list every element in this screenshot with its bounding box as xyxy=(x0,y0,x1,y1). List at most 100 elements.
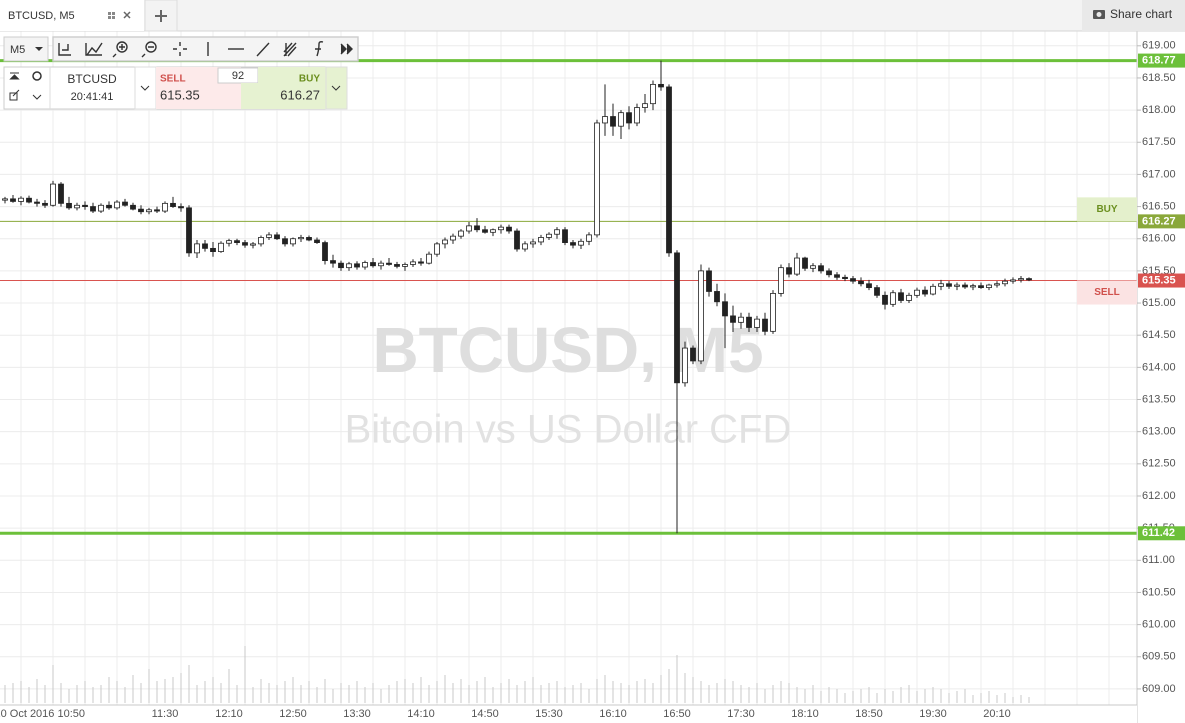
level-price: 616.27 xyxy=(1142,215,1176,227)
candle-body xyxy=(346,263,352,269)
trade-panel: BTCUSD 20:41:41 SELL 615.35 92 BUY 616.2… xyxy=(3,66,348,110)
search-icon[interactable] xyxy=(32,71,42,81)
y-tick-label: 610.50 xyxy=(1142,586,1176,598)
y-tick-label: 617.00 xyxy=(1142,168,1176,180)
y-tick-label: 619.00 xyxy=(1142,40,1176,52)
level-tag: SELL xyxy=(1094,287,1120,298)
tool-icon[interactable] xyxy=(283,42,297,57)
volume-layer xyxy=(4,646,1030,703)
candle-body xyxy=(954,284,960,287)
candle-body xyxy=(242,242,248,246)
tool-icon[interactable] xyxy=(85,42,103,56)
interval-label: M5 xyxy=(10,44,25,56)
collapse-icon[interactable] xyxy=(9,72,20,80)
candle-body xyxy=(410,261,416,265)
tool-icon[interactable] xyxy=(145,41,157,53)
buy-dropdown[interactable] xyxy=(325,66,348,110)
candle-body xyxy=(810,265,816,269)
candle-body xyxy=(730,315,736,323)
candle-body xyxy=(530,241,536,245)
candle-body xyxy=(74,204,80,209)
candle-body xyxy=(890,292,896,305)
tab-close[interactable] xyxy=(123,11,131,19)
level-price: 615.35 xyxy=(1142,274,1176,286)
buy-button-top[interactable] xyxy=(258,67,326,83)
candle-body xyxy=(138,208,144,213)
popout-icon[interactable] xyxy=(9,89,20,101)
tool-icon[interactable] xyxy=(141,46,154,58)
toolbar: M5 xyxy=(3,36,359,62)
buy-label: BUY xyxy=(299,74,320,85)
watermark-symbol: BTCUSD, M5 xyxy=(372,314,763,386)
tool-icon[interactable] xyxy=(315,41,324,57)
candle-body xyxy=(218,242,224,252)
y-tick-label: 618.00 xyxy=(1142,104,1176,116)
candle-body xyxy=(602,116,608,124)
tool-icon[interactable] xyxy=(112,44,125,58)
tool-strip[interactable] xyxy=(52,36,359,62)
tool-icon[interactable] xyxy=(256,42,270,57)
level-price-box xyxy=(1138,53,1185,68)
candle-body xyxy=(490,229,496,233)
candle-body xyxy=(170,202,176,207)
candle-body xyxy=(562,229,568,243)
tool-icon[interactable] xyxy=(116,41,128,53)
level-price-box xyxy=(1138,214,1185,229)
candle-body xyxy=(1002,280,1008,285)
candle-body xyxy=(506,226,512,232)
tool-icon[interactable] xyxy=(173,42,187,56)
sell-dropdown[interactable] xyxy=(134,66,157,110)
candle-body xyxy=(882,294,888,305)
candle-body xyxy=(82,204,88,207)
x-tick-label: 14:50 xyxy=(471,708,499,720)
level-price: 611.42 xyxy=(1142,527,1175,539)
buy-button[interactable] xyxy=(241,83,326,109)
candle-body xyxy=(106,204,112,209)
watermark-description: Bitcoin vs US Dollar CFD xyxy=(345,408,792,452)
x-tick-label: 16:10 xyxy=(599,708,627,720)
candle-body xyxy=(706,270,712,292)
candle-body xyxy=(874,287,880,296)
candle-body xyxy=(834,274,840,278)
candle-body xyxy=(434,243,440,255)
tab[interactable] xyxy=(0,0,144,31)
caret xyxy=(140,85,150,91)
candle-body xyxy=(522,243,528,250)
candle-body xyxy=(698,270,704,362)
candle-body xyxy=(194,243,200,254)
candle-body xyxy=(354,263,360,268)
candle-body xyxy=(298,237,304,240)
x-tick-label: 13:30 xyxy=(343,708,371,720)
caret xyxy=(35,47,43,51)
candle-body xyxy=(922,289,928,295)
tool-icon[interactable] xyxy=(58,43,71,56)
plus-icon xyxy=(155,10,167,22)
candle-body xyxy=(154,209,160,212)
tool-icon[interactable] xyxy=(340,43,353,55)
y-tick-label: 613.00 xyxy=(1142,426,1176,438)
candle-body xyxy=(866,283,872,289)
x-tick-label: 16:50 xyxy=(663,708,691,720)
candle-body xyxy=(42,202,48,206)
candle-body xyxy=(794,257,800,275)
x-tick-label: 10 Oct 2016 10:50 xyxy=(0,708,85,720)
candle-body xyxy=(162,202,168,212)
candle-body xyxy=(714,291,720,303)
camera-icon xyxy=(1093,10,1105,19)
candle-body xyxy=(274,234,280,240)
candle-body xyxy=(650,83,656,105)
candle-body xyxy=(498,226,504,231)
candle-body xyxy=(1010,279,1016,282)
candle-body xyxy=(426,253,432,264)
candle-body xyxy=(746,316,752,328)
sell-label: SELL xyxy=(160,74,186,85)
tab-grid-icon[interactable] xyxy=(108,12,115,19)
sell-price: 615.35 xyxy=(160,87,200,102)
candle-body xyxy=(98,204,104,212)
y-tick-label: 613.50 xyxy=(1142,393,1176,405)
candle-body xyxy=(178,206,184,209)
dropdown-icon[interactable] xyxy=(32,94,42,100)
level-tag-box xyxy=(1077,197,1137,222)
candle-body xyxy=(666,86,672,254)
